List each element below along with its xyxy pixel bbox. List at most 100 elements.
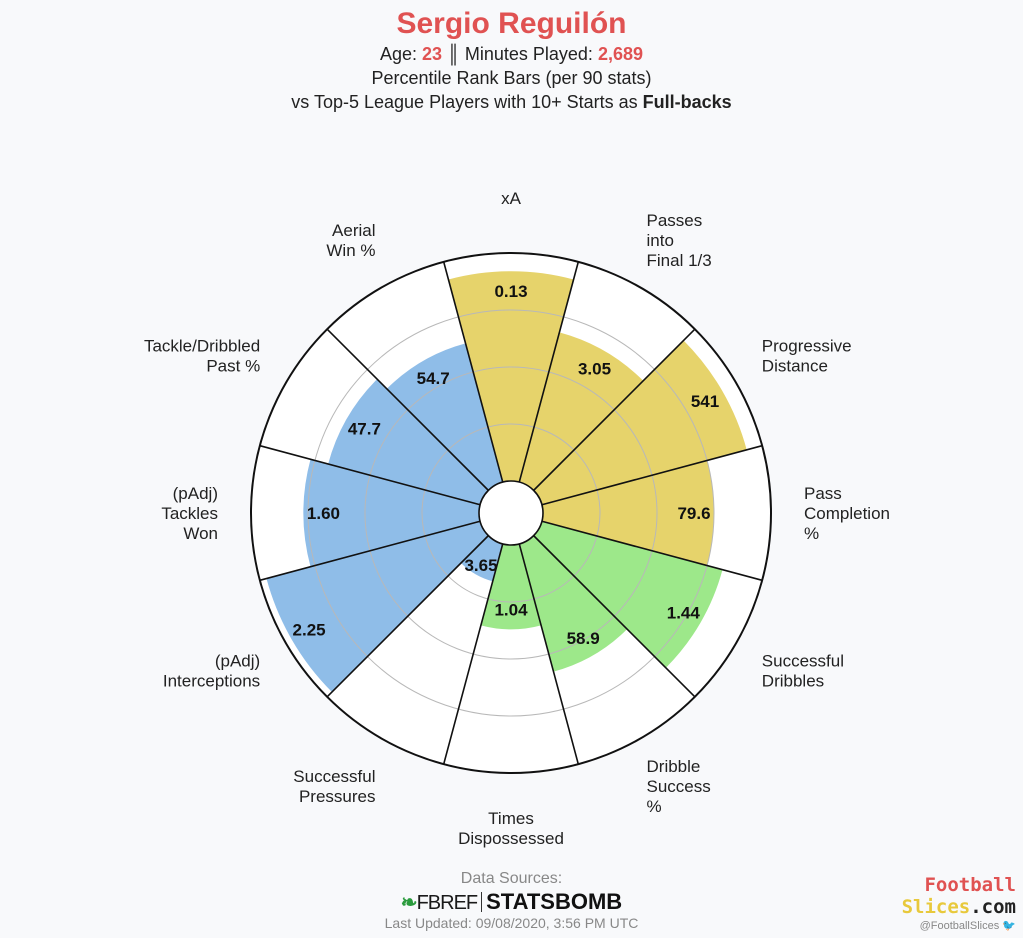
chart-header: Sergio Reguilón Age: 23 ║ Minutes Played…: [0, 0, 1023, 114]
radar-spoke: [326, 328, 489, 491]
metric-bar: [541, 460, 714, 566]
category-label-line: Distance: [762, 357, 828, 376]
brand-line-2: Slices.com: [866, 896, 1016, 918]
category-label-line: (pAdj): [173, 484, 218, 503]
category-label-line: %: [804, 524, 819, 543]
category-label-line: (pAdj): [215, 652, 260, 671]
metric-value-label: 3.05: [578, 359, 611, 378]
metric-value-label: 47.7: [348, 419, 381, 438]
radar-spoke: [326, 535, 489, 698]
radar-spoke: [541, 444, 763, 506]
brand-dotcom: .com: [970, 896, 1016, 918]
category-label-line: Final 1/3: [647, 251, 712, 270]
category-label-line: Times: [488, 809, 534, 828]
radar-spoke: [541, 520, 763, 582]
metric-category-label: Pass Completion%: [804, 484, 890, 543]
grid-ring: [307, 309, 715, 717]
info-separator: ║: [447, 44, 460, 64]
comparison-prefix: vs Top-5 League Players with 10+ Starts …: [291, 92, 638, 112]
category-label-line: xA: [501, 189, 522, 208]
fbref-logo: ❧FBREF: [400, 892, 479, 914]
brand-slices: Slices: [901, 896, 971, 918]
metric-value-label: 1.04: [494, 600, 528, 619]
category-label-line: Success: [647, 777, 711, 796]
category-label-line: Dribbles: [762, 672, 824, 691]
metric-value-label: 2.25: [293, 621, 326, 640]
statsbomb-logo: STATSBOMB: [486, 889, 623, 914]
metric-category-label: Passes into Final 1/3: [647, 211, 712, 270]
metric-category-label: Successful Pressures: [293, 767, 375, 806]
radar-spoke: [442, 261, 504, 483]
minutes-label: Minutes Played:: [464, 44, 593, 64]
radar-spoke: [259, 444, 481, 506]
footer: Data Sources: ❧FBREF STATSBOMB Last Updat…: [0, 870, 1023, 932]
data-sources-label: Data Sources:: [460, 870, 563, 887]
category-label-line: Successful: [293, 767, 375, 786]
last-updated: Last Updated: 09/08/2020, 3:56 PM UTC: [384, 915, 639, 931]
radar-spoke: [518, 543, 580, 765]
brand-handle-text: @FootballSlices: [919, 920, 1000, 932]
radar-center: [478, 480, 544, 546]
category-label-line: Aerial: [332, 221, 375, 240]
category-label-line: Tackles: [161, 504, 218, 523]
brand-line-1: Football: [924, 874, 1016, 896]
category-label-line: Win %: [326, 241, 375, 260]
metric-bar: [519, 332, 644, 491]
category-label-line: Dribble: [647, 757, 701, 776]
metric-bar: [386, 343, 503, 491]
logo-divider: [481, 892, 483, 912]
metric-value-label: 541: [691, 392, 719, 411]
category-label-line: Successful: [762, 652, 844, 671]
category-label-line: %: [647, 797, 662, 816]
metric-category-label: Tackle/Dribbled Past %: [144, 337, 260, 376]
metric-category-label: xA: [501, 189, 522, 208]
category-label-line: Progressive: [762, 337, 852, 356]
radar-spoke: [518, 261, 580, 483]
metric-category-label: (pAdj) Tackles Won: [161, 484, 218, 543]
metric-value-label: 1.44: [667, 603, 701, 622]
comparison-line: vs Top-5 League Players with 10+ Starts …: [0, 90, 1023, 114]
metric-value-label: 58.9: [567, 629, 600, 648]
brand-handle: @FootballSlices 🐦: [866, 918, 1016, 934]
category-label-line: Passes: [647, 211, 703, 230]
radar-outer-ring: [250, 252, 772, 774]
comparison-position: Full-backs: [642, 92, 732, 112]
grid-ring: [421, 423, 601, 603]
metric-bar: [460, 535, 503, 582]
radar-spoke: [442, 543, 504, 765]
metric-bar: [480, 543, 542, 630]
category-label-line: into: [647, 231, 674, 250]
radar-spoke: [533, 328, 696, 491]
leaf-icon: ❧: [400, 892, 418, 914]
metric-bar: [448, 271, 574, 483]
radar-spoke: [533, 535, 696, 698]
category-label-line: Dispossessed: [458, 829, 564, 848]
twitter-bird-icon: 🐦: [1002, 920, 1016, 932]
category-label-line: Pressures: [299, 787, 376, 806]
grid-ring: [364, 366, 658, 660]
radar-spoke: [259, 520, 481, 582]
metric-category-label: Aerial Win %: [326, 221, 375, 260]
metric-value-label: 54.7: [417, 369, 450, 388]
age-label: Age:: [379, 44, 418, 64]
footballslices-brand: Football Slices.com @FootballSlices 🐦: [866, 874, 1016, 934]
category-label-line: Past %: [206, 357, 260, 376]
metric-value-label: 3.65: [464, 556, 497, 575]
category-label-line: Pass: [804, 484, 842, 503]
chart-subtitle: Percentile Rank Bars (per 90 stats): [371, 68, 652, 88]
metric-category-label: Dribble Success%: [647, 757, 711, 816]
metric-value-label: 79.6: [677, 504, 710, 523]
metric-value-label: 0.13: [494, 282, 527, 301]
fbref-logo-text: FBREF: [416, 892, 479, 914]
metric-bar: [519, 535, 628, 672]
age-value: 23: [422, 44, 443, 64]
metric-category-label: Progressive Distance: [762, 337, 852, 376]
player-info-line: Age: 23 ║ Minutes Played: 2,689: [0, 42, 1023, 66]
player-name: Sergio Reguilón: [396, 7, 627, 40]
metric-bar: [303, 459, 481, 567]
minutes-value: 2,689: [597, 44, 643, 64]
category-label-line: Won: [183, 524, 218, 543]
category-label-line: Tackle/Dribbled: [144, 337, 260, 356]
metric-bar: [533, 521, 723, 668]
metric-bar: [328, 379, 489, 505]
